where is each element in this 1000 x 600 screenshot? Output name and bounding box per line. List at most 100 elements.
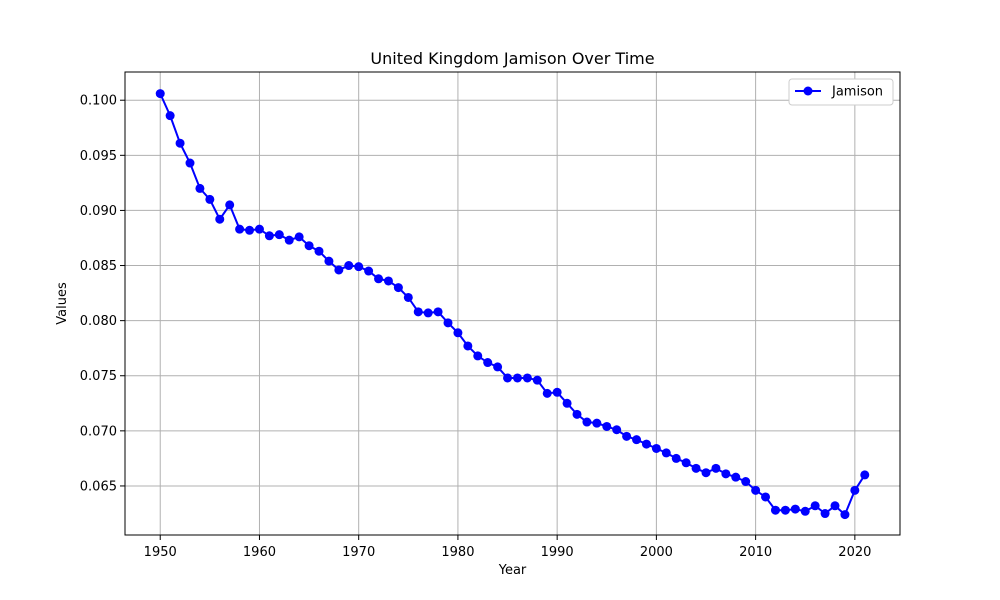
data-point — [215, 214, 225, 224]
y-tick-label: 0.080 — [80, 314, 117, 329]
data-point — [274, 230, 284, 240]
data-point — [503, 373, 513, 383]
x-tick-label: 2000 — [640, 545, 673, 560]
data-point — [463, 341, 473, 351]
data-point — [691, 463, 701, 473]
data-point — [592, 418, 602, 428]
y-tick-label: 0.075 — [80, 369, 117, 384]
data-point — [175, 138, 185, 148]
data-point — [383, 276, 393, 286]
data-point — [602, 421, 612, 431]
data-point — [522, 373, 532, 383]
data-point — [850, 485, 860, 495]
data-point — [651, 443, 661, 453]
data-point — [354, 262, 364, 272]
data-point — [364, 266, 374, 276]
y-tick-label: 0.095 — [80, 149, 117, 164]
x-tick-label: 2010 — [739, 545, 772, 560]
data-point — [562, 398, 572, 408]
data-point — [542, 388, 552, 398]
data-point — [185, 158, 195, 168]
data-point — [284, 235, 294, 245]
x-tick-label: 1960 — [243, 545, 276, 560]
data-point — [582, 417, 592, 427]
y-tick-label: 0.065 — [80, 479, 117, 494]
data-point — [532, 375, 542, 385]
data-point — [264, 231, 274, 241]
data-point — [324, 256, 334, 266]
data-point — [721, 469, 731, 479]
data-point — [155, 89, 165, 99]
data-point — [731, 472, 741, 482]
data-point — [671, 453, 681, 463]
data-point — [711, 463, 721, 473]
legend-label-jamison: Jamison — [831, 85, 883, 100]
data-point — [225, 200, 235, 210]
data-point — [800, 506, 810, 516]
data-point — [314, 246, 324, 256]
data-point — [165, 111, 175, 121]
data-point — [572, 409, 582, 419]
data-point — [453, 328, 463, 338]
data-point — [810, 501, 820, 511]
data-point — [443, 318, 453, 328]
data-point — [433, 307, 443, 317]
y-tick-label: 0.100 — [80, 94, 117, 109]
data-point — [632, 435, 642, 445]
grid — [125, 72, 900, 535]
data-point — [701, 468, 711, 478]
legend-marker — [803, 86, 813, 96]
x-tick-label: 1990 — [541, 545, 574, 560]
data-point — [761, 492, 771, 502]
data-point — [552, 387, 562, 397]
data-point — [840, 510, 850, 520]
data-point — [195, 183, 205, 193]
data-point — [483, 358, 493, 368]
data-point — [205, 194, 215, 204]
chart-title: United Kingdom Jamison Over Time — [370, 49, 654, 68]
x-tick-label: 1950 — [144, 545, 177, 560]
data-point — [423, 308, 433, 318]
data-point — [403, 292, 413, 302]
data-point — [820, 509, 830, 519]
data-point — [790, 504, 800, 514]
data-point — [304, 241, 314, 251]
legend: Jamison — [788, 78, 894, 106]
data-point — [741, 477, 751, 487]
data-point — [770, 505, 780, 515]
data-point — [393, 283, 403, 293]
data-point — [612, 425, 622, 435]
data-point — [512, 373, 522, 383]
data-point — [254, 224, 264, 234]
data-point — [622, 431, 632, 441]
plot-area — [124, 71, 901, 536]
y-tick-label: 0.070 — [80, 424, 117, 439]
data-point — [681, 458, 691, 468]
data-point — [493, 362, 503, 372]
data-point — [830, 501, 840, 511]
axis-ticks: 1950 1960 1970 1980 1990 2000 2010 2020 0.065 0.0… — [80, 94, 872, 560]
data-point — [334, 265, 344, 275]
x-tick-label: 2020 — [838, 545, 871, 560]
x-tick-label: 1980 — [441, 545, 474, 560]
y-tick-label: 0.090 — [80, 204, 117, 219]
data-point — [473, 351, 483, 361]
x-axis-label: Year — [498, 563, 527, 578]
y-axis-label: Values — [55, 282, 70, 325]
x-tick-label: 1970 — [342, 545, 375, 560]
y-tick-label: 0.085 — [80, 259, 117, 274]
series-jamison — [155, 89, 870, 520]
data-point — [374, 274, 384, 284]
data-point — [661, 448, 671, 458]
data-point — [751, 485, 761, 495]
legend-box — [788, 78, 894, 106]
data-point — [235, 224, 245, 234]
data-point — [245, 225, 255, 235]
data-point — [413, 307, 423, 317]
data-point — [860, 470, 870, 480]
data-point — [641, 439, 651, 449]
data-point — [344, 261, 354, 271]
data-point — [780, 505, 790, 515]
data-point — [294, 232, 304, 242]
